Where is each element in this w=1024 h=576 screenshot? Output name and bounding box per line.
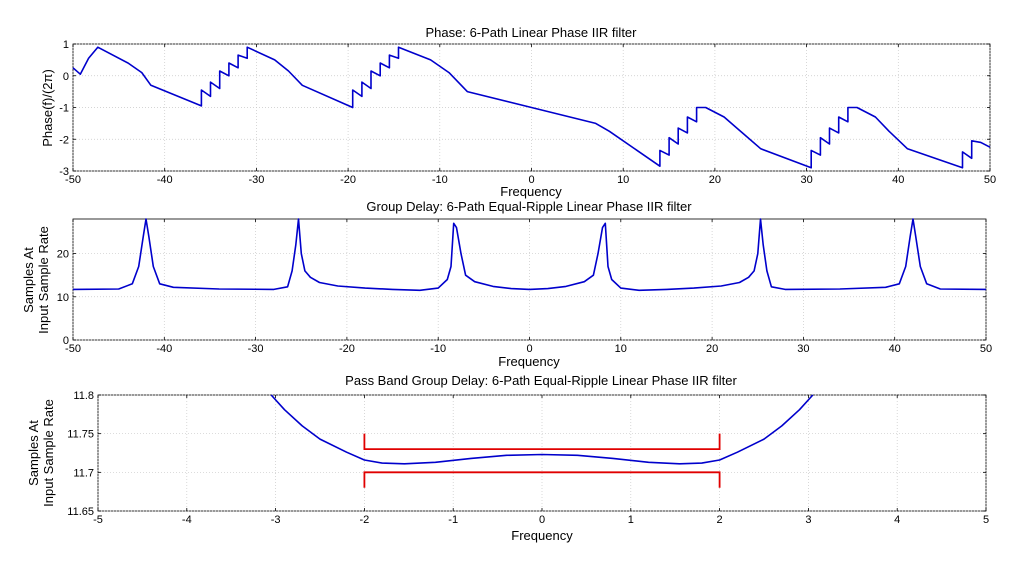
- passband-y-label-line2: Input Sample Rate: [41, 399, 56, 507]
- group-delay-y-tick-label: 20: [57, 249, 69, 261]
- upper-tolerance-bracket: [363, 433, 721, 451]
- group-delay-x-tick-label: -50: [65, 343, 81, 355]
- phase-y-ticks: 1 0 -1 -2 -3: [59, 39, 990, 178]
- group-delay-y-ticks: 0 10 20: [57, 249, 986, 347]
- phase-x-tick-label: 10: [617, 174, 629, 186]
- phase-y-tick-label: -3: [59, 166, 69, 178]
- group-delay-x-tick-label: 0: [526, 343, 532, 355]
- passband-x-tick-label: 3: [805, 514, 811, 526]
- passband-x-tick-label: 4: [894, 514, 900, 526]
- passband-x-tick-label: -4: [182, 514, 192, 526]
- phase-y-tick-label: -2: [59, 134, 69, 146]
- group-delay-y-tick-label: 10: [57, 292, 69, 304]
- passband-x-tick-label: -3: [271, 514, 281, 526]
- passband-x-tick-label: 5: [983, 514, 989, 526]
- group-delay-x-tick-label: 40: [889, 343, 901, 355]
- passband-y-tick-label: 11.75: [67, 429, 94, 441]
- group-delay-y-tick-label: 0: [63, 335, 69, 347]
- passband-y-tick-label: 11.7: [73, 467, 94, 479]
- group-delay-panel: Group Delay: 6-Path Equal-Ripple Linear …: [21, 199, 992, 369]
- group-delay-x-tick-label: -20: [339, 343, 355, 355]
- group-delay-x-ticks: -50 -40 -30 -20 -10 0 10 20 30 40 50: [65, 219, 992, 355]
- passband-x-tick-label: 2: [717, 514, 723, 526]
- passband-x-ticks: -5 -4 -3 -2 -1 0 1 2 3 4 5: [93, 395, 989, 526]
- phase-curve: [72, 46, 991, 169]
- phase-y-tick-label: -1: [59, 103, 69, 115]
- group-delay-x-tick-label: 20: [706, 343, 718, 355]
- phase-x-tick-label: -20: [340, 174, 356, 186]
- phase-y-label: Phase(f)/(2π): [40, 69, 55, 147]
- passband-curve: [270, 394, 814, 465]
- passband-panel: Pass Band Group Delay: 6-Path Equal-Ripp…: [26, 373, 989, 543]
- passband-x-label: Frequency: [511, 528, 573, 543]
- group-delay-x-tick-label: 50: [980, 343, 992, 355]
- passband-y-tick-label: 11.8: [73, 390, 94, 402]
- passband-x-tick-label: 0: [539, 514, 545, 526]
- phase-x-label: Frequency: [500, 184, 562, 199]
- group-delay-title: Group Delay: 6-Path Equal-Ripple Linear …: [366, 199, 692, 214]
- passband-x-tick-label: 1: [628, 514, 634, 526]
- passband-y-label-line1: Samples At: [26, 420, 41, 486]
- phase-x-tick-label: 30: [800, 174, 812, 186]
- phase-x-tick-label: -40: [157, 174, 173, 186]
- phase-x-tick-label: 40: [892, 174, 904, 186]
- group-delay-y-label-line1: Samples At: [21, 247, 36, 313]
- phase-x-ticks: -50 -40 -30 -20 -10 0 10 20 30 40 50: [65, 44, 996, 186]
- phase-x-tick-label: 20: [709, 174, 721, 186]
- phase-y-tick-label: 1: [63, 39, 69, 51]
- phase-panel: Phase: 6-Path Linear Phase IIR filter -5…: [40, 25, 996, 199]
- group-delay-x-tick-label: 10: [615, 343, 627, 355]
- phase-x-tick-label: -10: [432, 174, 448, 186]
- phase-x-tick-label: -30: [248, 174, 264, 186]
- phase-y-tick-label: 0: [63, 71, 69, 83]
- passband-y-ticks: 11.8 11.75 11.7 11.65: [67, 390, 986, 518]
- passband-x-tick-label: -2: [360, 514, 370, 526]
- phase-title: Phase: 6-Path Linear Phase IIR filter: [425, 25, 637, 40]
- passband-x-tick-label: -1: [448, 514, 458, 526]
- passband-title: Pass Band Group Delay: 6-Path Equal-Ripp…: [345, 373, 737, 388]
- group-delay-x-label: Frequency: [498, 354, 560, 369]
- group-delay-curve: [72, 218, 987, 292]
- phase-grid: [72, 43, 991, 172]
- group-delay-x-tick-label: 30: [797, 343, 809, 355]
- group-delay-x-tick-label: -30: [248, 343, 264, 355]
- lower-tolerance-bracket: [363, 471, 721, 488]
- phase-x-tick-label: -50: [65, 174, 81, 186]
- group-delay-x-tick-label: -40: [156, 343, 172, 355]
- group-delay-x-tick-label: -10: [430, 343, 446, 355]
- passband-y-tick-label: 11.65: [67, 506, 94, 518]
- phase-x-tick-label: 50: [984, 174, 996, 186]
- group-delay-y-label-line2: Input Sample Rate: [36, 226, 51, 334]
- passband-x-tick-label: -5: [93, 514, 103, 526]
- phase-x-tick-label: 0: [528, 174, 534, 186]
